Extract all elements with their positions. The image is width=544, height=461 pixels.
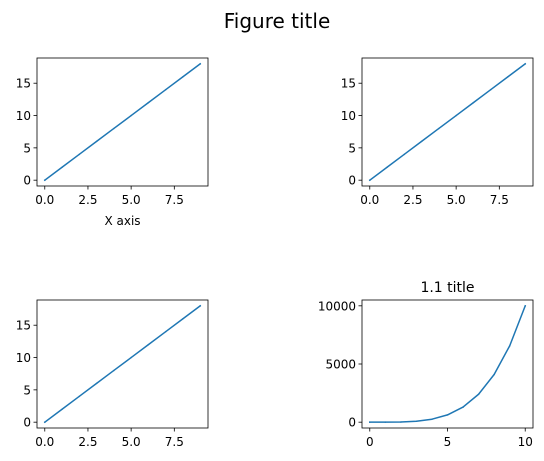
x-tick-label: 0.0 [360, 193, 379, 207]
data-point [113, 127, 115, 130]
data-point [384, 421, 387, 423]
x-tick-label: 0.0 [35, 435, 54, 449]
y-tick-label: 10 [16, 109, 31, 123]
x-tick-label: 10 [518, 435, 533, 449]
data-point [493, 373, 495, 376]
x-tick-label: 5.0 [122, 435, 141, 449]
x-tick-label: 0.0 [35, 193, 54, 207]
data-point [130, 114, 132, 117]
data-point [182, 76, 184, 78]
x-axis-label: X axis [104, 214, 140, 228]
subplot-bottom-left: 0.0 2.5 5.0 7.5 0 5 10 15 [16, 299, 209, 449]
data-point [61, 408, 63, 410]
data-point [455, 114, 457, 117]
data-point [113, 369, 115, 372]
axes-frame [361, 299, 534, 429]
subplot-bottom-right: 0 5 10 0 5000 10000 1.1 title [318, 280, 534, 449]
data-point [147, 101, 150, 104]
subplot-title: 1.1 title [420, 280, 474, 296]
y-tick-label: 0 [348, 416, 356, 430]
data-point [524, 63, 526, 65]
x-tick-label: 7.5 [490, 193, 509, 207]
data-point [44, 421, 46, 423]
axes-frame [361, 57, 534, 187]
x-tick-label: 7.5 [165, 193, 184, 207]
x-tick-label: 2.5 [78, 193, 97, 207]
data-point [403, 153, 406, 156]
data-point [508, 345, 511, 347]
x-tick-label: 5.0 [447, 193, 466, 207]
series-line [43, 62, 202, 182]
subplot-top-right: 0.0 2.5 5.0 7.5 0 5 10 15 [341, 57, 534, 207]
y-tick-label: 15 [341, 77, 356, 91]
data-point [61, 166, 63, 168]
data-point [199, 305, 201, 307]
data-point [386, 166, 388, 168]
series-line [368, 62, 527, 182]
data-point [147, 343, 150, 346]
y-tick-label: 15 [16, 319, 31, 333]
axes-frame [36, 57, 209, 187]
y-tick-label: 10 [341, 109, 356, 123]
x-tick-label: 2.5 [403, 193, 422, 207]
data-point [164, 330, 167, 333]
y-tick-label: 10 [16, 351, 31, 365]
data-point [182, 318, 184, 320]
y-tick-label: 0 [23, 416, 31, 430]
x-tick-label: 5 [444, 435, 452, 449]
y-tick-label: 10000 [318, 299, 356, 313]
y-tick-label: 5 [23, 141, 31, 155]
y-tick-label: 15 [16, 77, 31, 91]
figure-title: Figure title [224, 9, 331, 33]
axes-frame [36, 299, 209, 429]
data-point [438, 127, 440, 130]
data-point [489, 88, 492, 91]
data-point [164, 88, 167, 91]
series-line [369, 304, 527, 423]
y-tick-label: 0 [23, 174, 31, 188]
data-point [95, 140, 98, 143]
data-point [95, 382, 98, 385]
data-point [78, 395, 81, 398]
y-tick-label: 5 [23, 383, 31, 397]
data-point [462, 406, 464, 408]
data-point [420, 140, 423, 143]
data-point [130, 356, 132, 359]
data-point [78, 153, 81, 156]
subplot-top-left: 0.0 2.5 5.0 7.5 0 5 10 15 X axis [16, 57, 209, 228]
data-point [369, 421, 371, 423]
data-point [507, 76, 509, 78]
x-tick-label: 7.5 [165, 435, 184, 449]
data-point [524, 305, 526, 307]
series-line [43, 304, 202, 424]
data-point [44, 179, 46, 181]
data-point [199, 63, 201, 65]
data-point [446, 414, 449, 416]
data-point [477, 393, 480, 395]
x-tick-label: 5.0 [122, 193, 141, 207]
y-tick-label: 0 [348, 174, 356, 188]
x-tick-label: 2.5 [78, 435, 97, 449]
data-point [472, 101, 475, 104]
data-point [415, 420, 418, 422]
data-point [369, 179, 371, 181]
data-point [431, 418, 433, 420]
y-tick-label: 5 [348, 141, 356, 155]
data-point [400, 421, 402, 423]
y-tick-label: 5000 [325, 358, 356, 372]
x-tick-label: 0 [366, 435, 374, 449]
